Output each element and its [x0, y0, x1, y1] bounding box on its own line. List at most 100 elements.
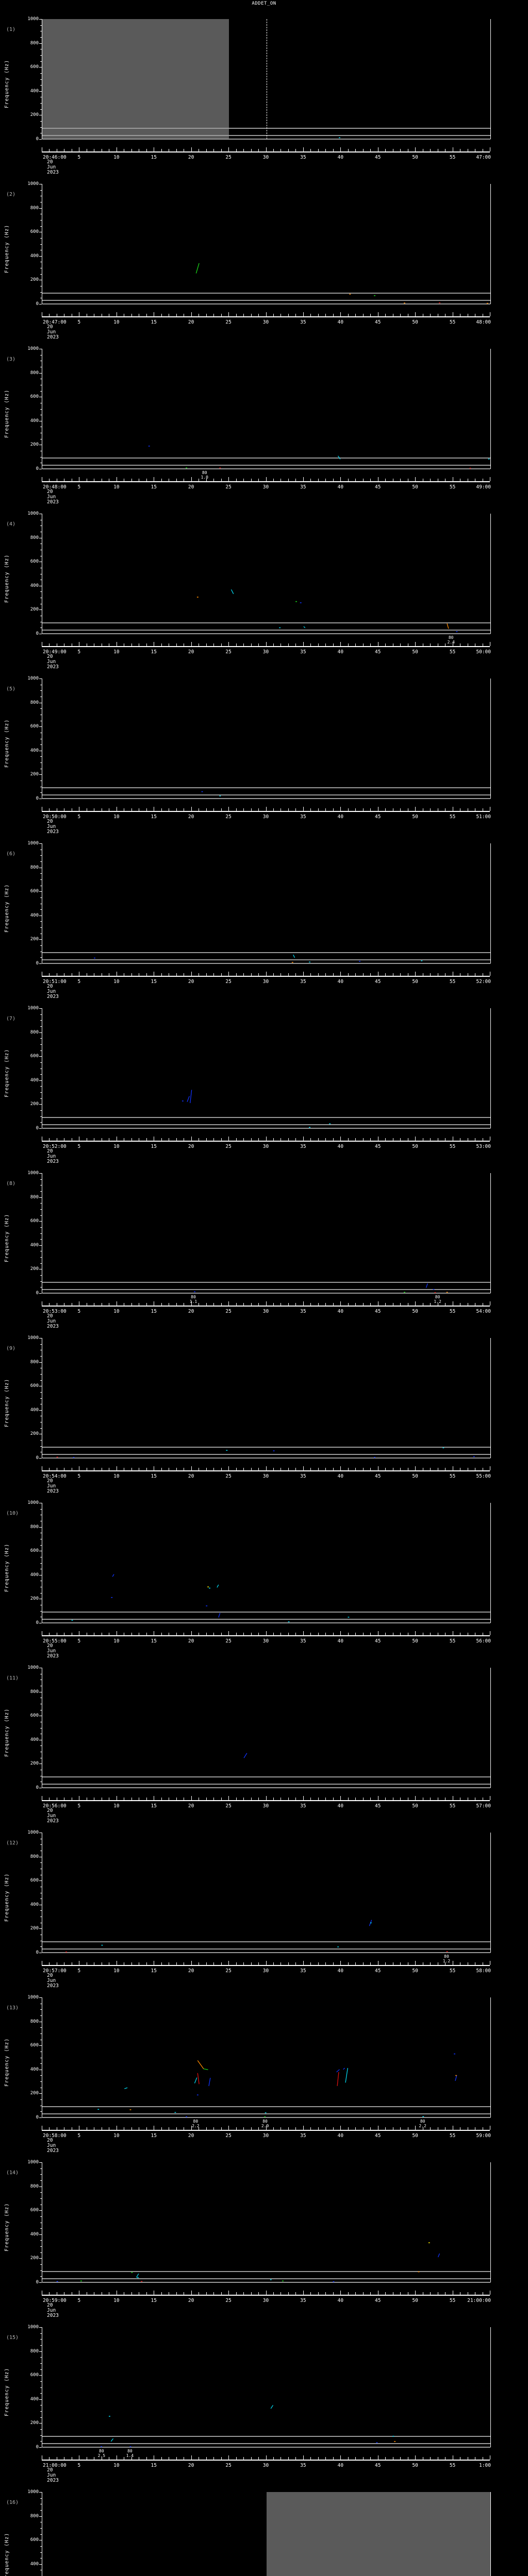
x-minor-tick	[280, 973, 282, 976]
y-minor-tick	[40, 1398, 42, 1399]
x-minor-tick	[236, 2457, 237, 2460]
detection-annotation: 80 1.2	[442, 1954, 451, 1963]
x-minor-tick	[161, 2292, 162, 2295]
x-tick-label: 45	[375, 1638, 381, 1644]
x-minor-tick	[370, 2292, 371, 2295]
x-minor-tick	[355, 1798, 356, 1800]
x-tick-label: 20	[188, 1473, 194, 1479]
detection-annotation: 80 2.2	[192, 2119, 200, 2128]
spectrogram-panel: (10) Frequency (Hz) 0 200 400 600 800 1000 5 10 15…	[0, 1484, 528, 1659]
x-minor-tick	[221, 1138, 222, 1141]
detection-point	[56, 2281, 58, 2282]
x-minor-tick	[445, 808, 446, 811]
x-minor-tick	[370, 2127, 371, 2130]
y-tick-label: 600	[30, 1054, 39, 1059]
y-minor-tick	[40, 127, 42, 128]
x-axis-date-stack: 20 Jun 2023	[47, 984, 59, 999]
x-minor-tick	[273, 2292, 274, 2295]
detection-point	[418, 2271, 420, 2273]
x-minor-tick	[295, 149, 296, 151]
x-minor-tick	[400, 1468, 401, 1470]
x-major-tick	[191, 1466, 192, 1470]
x-tick-label: 50	[412, 2133, 418, 2139]
x-tick-label: 10	[113, 155, 120, 160]
x-minor-tick	[362, 2292, 364, 2295]
y-minor-tick	[40, 1563, 42, 1564]
x-minor-tick	[243, 973, 244, 976]
x-major-tick	[340, 2126, 341, 2130]
x-minor-tick	[213, 2457, 214, 2460]
y-axis-label: Frequency (Hz)	[4, 884, 10, 933]
x-minor-tick	[385, 1962, 386, 1965]
x-minor-tick	[430, 314, 431, 316]
x-axis-date-stack: 20 Jun 2023	[47, 819, 59, 835]
detection-overlay	[65, 1920, 448, 1953]
reference-gridline	[42, 1784, 490, 1785]
x-minor-tick	[176, 149, 177, 151]
x-minor-tick	[318, 973, 319, 976]
x-major-tick	[228, 642, 229, 646]
x-axis-start-label: 20:48:00	[43, 484, 67, 490]
x-tick-label: 50	[412, 649, 418, 655]
x-axis-end-label: 1:00	[479, 2463, 491, 2468]
x-minor-tick	[236, 479, 237, 481]
y-tick-label: 400	[30, 253, 39, 259]
x-minor-tick	[273, 1303, 274, 1306]
x-minor-tick	[355, 1303, 356, 1306]
x-minor-tick	[236, 2292, 237, 2295]
x-tick-label: 10	[113, 2133, 120, 2139]
x-minor-tick	[273, 1798, 274, 1800]
panel-index-label: (7)	[6, 1016, 16, 1022]
detection-overlay	[94, 954, 423, 963]
y-tick-mark	[39, 1997, 42, 1998]
y-minor-tick	[40, 1344, 42, 1345]
x-minor-tick	[362, 2127, 364, 2130]
reference-gridline	[42, 1952, 490, 1953]
x-minor-tick	[213, 1468, 214, 1470]
x-minor-tick	[236, 314, 237, 316]
y-minor-tick	[40, 1110, 42, 1111]
y-tick-label: 200	[30, 1101, 39, 1107]
y-minor-tick	[40, 1227, 42, 1228]
x-minor-tick	[333, 1633, 334, 1635]
detection-point	[131, 2272, 133, 2273]
detection-track	[203, 2068, 208, 2070]
detection-point	[455, 2075, 457, 2076]
y-minor-tick	[40, 1104, 42, 1105]
x-minor-tick	[325, 1798, 326, 1800]
y-minor-tick	[40, 85, 42, 86]
x-minor-tick	[280, 479, 282, 481]
plot-area	[42, 679, 491, 799]
y-minor-tick	[40, 109, 42, 110]
x-minor-tick	[430, 1798, 431, 1800]
x-minor-tick	[362, 314, 364, 316]
x-minor-tick	[280, 2127, 282, 2130]
x-major-tick	[266, 1961, 267, 1965]
x-major-tick	[266, 2126, 267, 2130]
detection-point	[488, 459, 490, 460]
y-minor-tick	[40, 1197, 42, 1198]
detection-point	[374, 295, 376, 296]
x-tick-label: 5	[77, 1638, 81, 1644]
x-minor-tick	[131, 808, 132, 811]
detection-point	[282, 2280, 284, 2282]
x-minor-tick	[258, 2127, 259, 2130]
x-major-tick	[266, 1631, 267, 1635]
x-tick-label: 40	[337, 1144, 344, 1149]
y-tick-label: 0	[36, 631, 39, 636]
x-minor-tick	[258, 1798, 259, 1800]
y-tick-label: 1000	[27, 2489, 39, 2495]
x-tick-label: 25	[225, 155, 232, 160]
y-tick-label: 1000	[27, 676, 39, 681]
x-major-tick	[228, 2126, 229, 2130]
x-minor-tick	[251, 1633, 252, 1635]
detection-point	[349, 294, 351, 295]
x-minor-tick	[310, 643, 311, 646]
x-major-tick	[303, 477, 304, 481]
detection-point	[404, 1292, 405, 1293]
x-axis-date-stack: 20 Jun 2023	[47, 1148, 59, 1164]
x-minor-tick	[400, 2457, 401, 2460]
x-axis-date-stack: 20 Jun 2023	[47, 1973, 59, 1989]
y-minor-tick	[40, 2252, 42, 2253]
y-minor-tick	[40, 1221, 42, 1222]
